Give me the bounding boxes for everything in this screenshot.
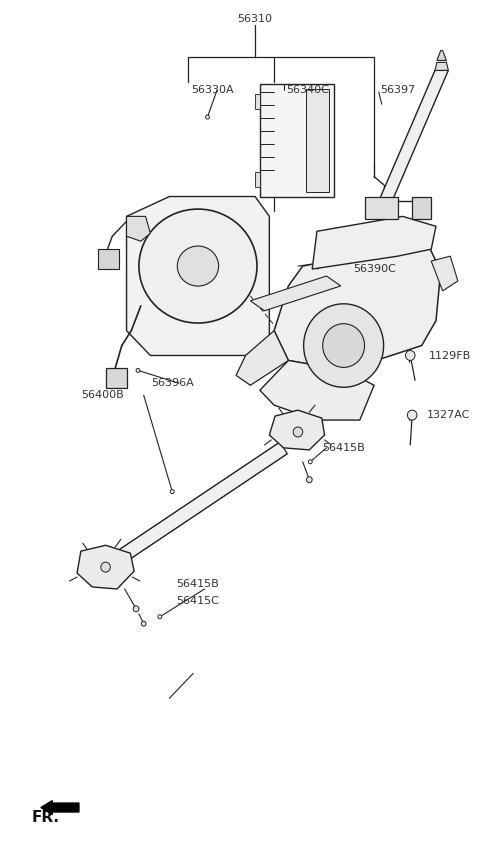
Polygon shape [269, 410, 324, 450]
Text: 56415B: 56415B [177, 579, 219, 589]
Circle shape [136, 368, 140, 372]
Circle shape [205, 115, 209, 119]
Text: 1129FB: 1129FB [429, 352, 471, 361]
Polygon shape [127, 216, 150, 241]
Polygon shape [102, 442, 287, 573]
Polygon shape [435, 63, 448, 70]
Polygon shape [437, 51, 446, 60]
Circle shape [323, 323, 365, 367]
Text: 1327AC: 1327AC [426, 410, 470, 420]
Ellipse shape [139, 209, 257, 323]
Polygon shape [372, 70, 448, 216]
Circle shape [101, 562, 110, 572]
Polygon shape [365, 196, 398, 220]
Circle shape [304, 304, 384, 387]
Polygon shape [260, 84, 334, 196]
Polygon shape [236, 330, 288, 385]
Circle shape [133, 606, 139, 612]
Polygon shape [106, 368, 127, 389]
Text: 56400B: 56400B [82, 390, 124, 400]
Text: 56415B: 56415B [322, 443, 365, 453]
Polygon shape [98, 249, 119, 269]
Polygon shape [255, 94, 260, 109]
Polygon shape [274, 241, 441, 371]
Text: 56397: 56397 [380, 85, 416, 95]
Text: 56396A: 56396A [151, 378, 193, 389]
Polygon shape [250, 276, 341, 311]
Text: FR.: FR. [31, 810, 60, 825]
Polygon shape [431, 257, 458, 291]
Text: 56415C: 56415C [177, 595, 219, 606]
Polygon shape [255, 172, 260, 186]
Circle shape [408, 410, 417, 420]
Polygon shape [127, 196, 269, 355]
Polygon shape [312, 216, 436, 269]
FancyArrow shape [41, 801, 79, 814]
Text: 56390C: 56390C [353, 264, 396, 274]
Circle shape [308, 460, 312, 464]
Polygon shape [306, 89, 329, 191]
Circle shape [141, 621, 146, 626]
Text: 56310: 56310 [238, 14, 273, 24]
Text: 56330A: 56330A [191, 85, 234, 95]
Circle shape [406, 351, 415, 360]
Circle shape [307, 477, 312, 483]
Polygon shape [412, 196, 431, 220]
Circle shape [293, 427, 303, 437]
Circle shape [170, 490, 174, 493]
Polygon shape [260, 360, 374, 420]
Text: 56340C: 56340C [286, 85, 329, 95]
Polygon shape [77, 545, 134, 589]
Ellipse shape [177, 246, 218, 286]
Circle shape [158, 615, 162, 619]
